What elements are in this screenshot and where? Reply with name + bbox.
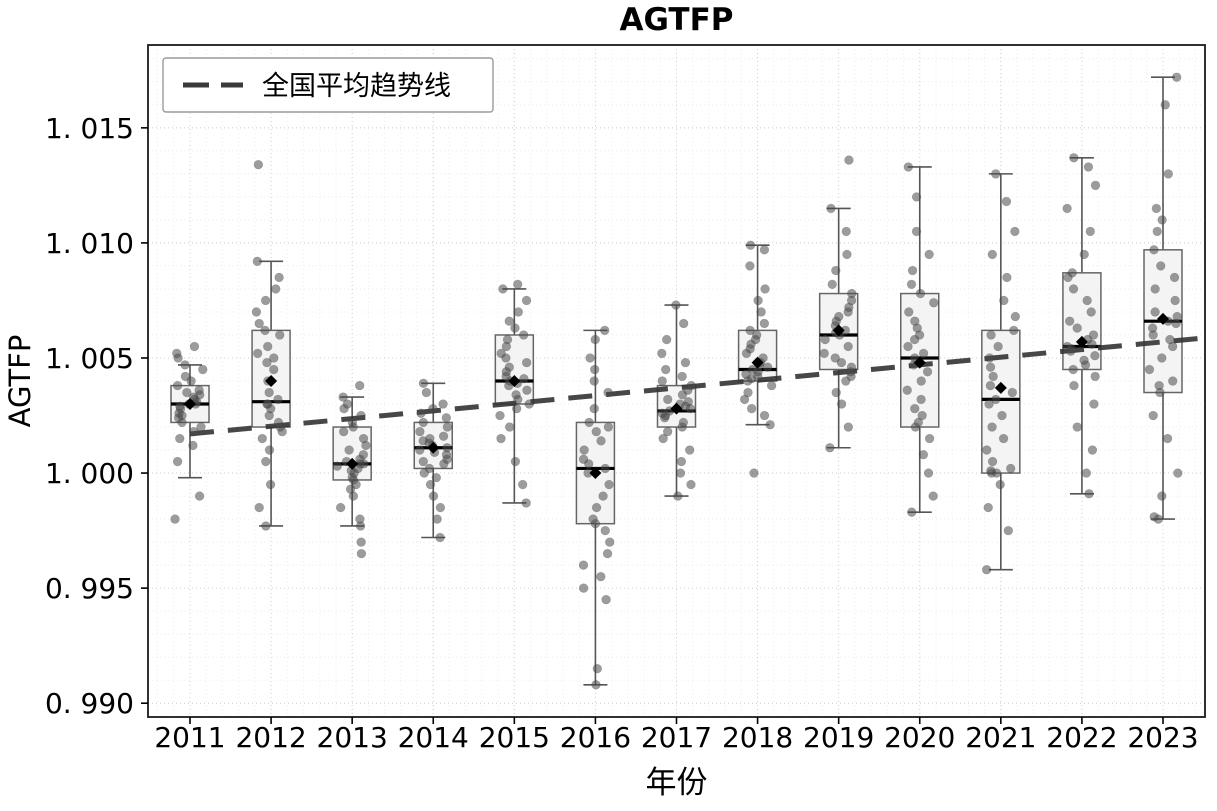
mean-diamond-2011: [184, 398, 196, 411]
mean-diamond-2014: [427, 441, 440, 454]
y-tick-label-0.995: 0. 995: [45, 572, 134, 605]
mean-diamond-2018: [751, 356, 764, 369]
x-tick-label-2018: 2018: [722, 721, 793, 754]
x-tick-label-2014: 2014: [398, 721, 469, 754]
x-tick-label-2017: 2017: [641, 721, 712, 754]
x-tick-label-2020: 2020: [884, 721, 955, 754]
x-tick-label-2016: 2016: [560, 721, 631, 754]
mean-diamond-2012: [265, 375, 278, 387]
x-tick-label-2013: 2013: [317, 721, 388, 754]
x-axis-label: 年份: [646, 765, 708, 801]
mean-diamond-2022: [1075, 335, 1088, 348]
x-tick-label-2021: 2021: [965, 721, 1036, 754]
mean-diamond-2021: [994, 381, 1007, 394]
y-tick-label-1.005: 1. 005: [45, 342, 134, 375]
legend-label: 全国平均趋势线: [262, 71, 451, 102]
legend: [162, 57, 494, 113]
x-tick-label-2019: 2019: [803, 721, 874, 754]
x-tick-label-2022: 2022: [1046, 721, 1117, 754]
y-axis-label: AGTFP: [3, 335, 37, 428]
mean-diamond-2015: [508, 375, 521, 387]
scatter-points: [170, 72, 1183, 690]
y-tick-label-0.99: 0. 990: [45, 687, 134, 720]
mean-diamond-2020: [913, 356, 926, 369]
y-tick-label-1.015: 1. 015: [45, 112, 134, 145]
mean-diamond-2019: [832, 324, 845, 337]
x-tick-label-2023: 2023: [1127, 721, 1198, 754]
mean-diamond-2023: [1157, 312, 1169, 325]
mean-diamond-2016: [589, 467, 602, 480]
x-tick-label-2011: 2011: [154, 721, 225, 754]
y-tick-label-1: 1. 000: [45, 457, 134, 490]
y-tick-label-1.01: 1. 010: [45, 227, 134, 260]
x-tick-label-2012: 2012: [235, 721, 306, 754]
x-tick-label-2015: 2015: [479, 721, 550, 754]
chart-title: AGTFP: [620, 2, 734, 38]
mean-diamond-2013: [346, 457, 359, 470]
mean-diamond-2017: [670, 402, 683, 415]
